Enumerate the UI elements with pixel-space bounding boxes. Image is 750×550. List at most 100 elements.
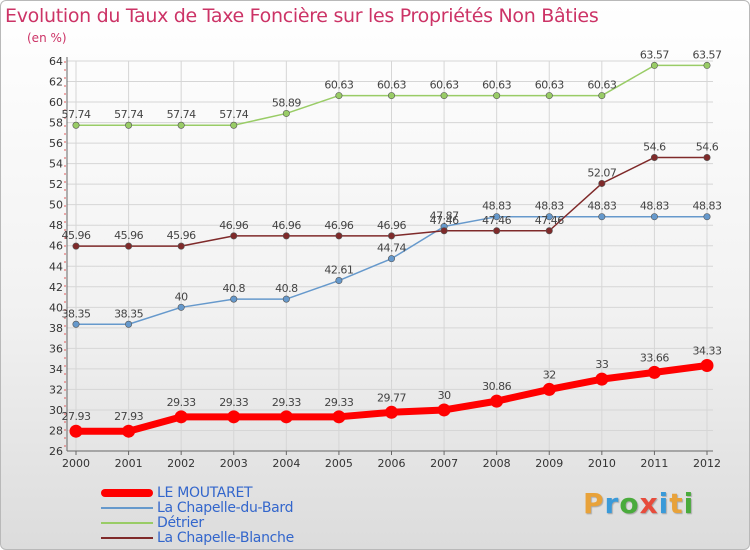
logo-letter: r xyxy=(604,487,620,520)
legend-swatch xyxy=(101,488,153,497)
data-label: 46.96 xyxy=(377,219,406,232)
legend-label: La Chapelle-du-Bard xyxy=(157,499,294,516)
data-point xyxy=(700,359,714,373)
data-point xyxy=(230,121,238,129)
data-label: 57.74 xyxy=(62,108,91,121)
x-tick-label: 2011 xyxy=(640,457,668,470)
legend-label: Détrier xyxy=(157,514,204,531)
logo-letter: i xyxy=(683,487,695,520)
data-point xyxy=(72,121,80,129)
y-tick-label: 58 xyxy=(49,117,63,130)
y-tick-label: 32 xyxy=(49,383,63,396)
chart-title: Evolution du Taux de Taxe Foncière sur l… xyxy=(5,5,599,27)
y-tick-label: 34 xyxy=(49,363,63,376)
data-point xyxy=(598,213,606,221)
data-point xyxy=(227,410,241,424)
data-point xyxy=(542,382,556,396)
data-point xyxy=(177,303,185,311)
data-label: 46.96 xyxy=(324,219,353,232)
data-point xyxy=(335,277,343,285)
data-label: 48.83 xyxy=(482,200,511,213)
y-tick-label: 42 xyxy=(49,281,63,294)
axes: 26 28 30 32 34 36 38 40 42 44 46 48 50 52 54 56 58 60 62 64… xyxy=(49,55,721,470)
data-point xyxy=(385,405,398,419)
data-label: 32 xyxy=(543,368,556,381)
data-point xyxy=(703,213,711,221)
logo-letter: x xyxy=(639,487,659,520)
y-tick-label: 26 xyxy=(49,445,63,458)
data-point xyxy=(598,179,606,187)
x-tick-label: 2002 xyxy=(167,457,195,470)
logo-letter: P xyxy=(583,487,605,520)
data-point xyxy=(230,232,238,240)
legend-label: LE MOUTARET xyxy=(157,484,253,501)
data-label: 40 xyxy=(175,290,188,303)
data-point xyxy=(282,232,290,240)
data-labels: 27.93 27.93 29.33 29.33 29.33 29.33 29.77 30 30.… xyxy=(62,48,723,423)
data-point xyxy=(545,227,553,235)
data-point xyxy=(440,92,448,100)
data-point xyxy=(72,242,80,250)
x-tick-label: 2000 xyxy=(62,457,90,470)
y-tick-label: 44 xyxy=(49,260,63,273)
y-tick-label: 48 xyxy=(49,219,63,232)
data-point xyxy=(703,61,711,69)
data-point xyxy=(335,232,343,240)
data-label: 52.07 xyxy=(587,166,616,179)
data-point xyxy=(598,92,606,100)
data-point xyxy=(490,394,504,408)
legend-item: Détrier xyxy=(101,514,294,531)
data-point xyxy=(125,242,133,250)
y-tick-label: 46 xyxy=(49,240,63,253)
x-tick-label: 2001 xyxy=(115,457,143,470)
y-tick-label: 50 xyxy=(49,199,63,212)
data-point xyxy=(703,153,711,161)
data-label: 29.33 xyxy=(324,396,353,409)
data-label: 29.33 xyxy=(219,396,248,409)
data-label: 46.96 xyxy=(219,219,248,232)
data-point xyxy=(125,320,133,328)
data-label: 57.74 xyxy=(167,108,196,121)
data-label: 60.63 xyxy=(324,79,353,92)
data-point xyxy=(545,213,553,221)
x-tick-label: 2004 xyxy=(272,457,300,470)
x-tick-label: 2010 xyxy=(588,457,616,470)
x-tick-label: 2006 xyxy=(378,457,406,470)
data-point xyxy=(122,424,136,438)
y-tick-label: 30 xyxy=(49,404,63,417)
legend-item: LE MOUTARET xyxy=(101,484,294,501)
data-point xyxy=(387,92,395,100)
data-label: 60.63 xyxy=(587,79,616,92)
data-label: 48.83 xyxy=(640,200,669,213)
data-label: 33.66 xyxy=(640,351,669,364)
data-point xyxy=(437,403,451,417)
legend: LE MOUTARET La Chapelle-du-Bard Détrier La … xyxy=(101,484,294,546)
data-label: 29.33 xyxy=(272,396,301,409)
x-tick-label: 2012 xyxy=(693,457,721,470)
data-label: 27.93 xyxy=(114,410,143,423)
data-label: 42.61 xyxy=(324,264,353,277)
data-label: 30 xyxy=(438,389,451,402)
y-tick-label: 62 xyxy=(49,76,63,89)
data-point xyxy=(177,242,185,250)
x-tick-label: 2008 xyxy=(483,457,511,470)
data-point xyxy=(230,295,238,303)
data-point xyxy=(69,424,83,438)
data-point xyxy=(174,410,188,424)
data-label: 29.33 xyxy=(167,396,196,409)
data-label: 33 xyxy=(595,358,608,371)
proxiti-logo: Proxiti xyxy=(583,487,694,520)
legend-swatch xyxy=(101,506,153,509)
y-tick-label: 64 xyxy=(49,55,63,68)
data-point xyxy=(279,410,293,424)
y-tick-label: 56 xyxy=(49,137,63,150)
data-point xyxy=(387,255,395,263)
y-unit-label: (en %) xyxy=(27,31,67,45)
legend-item: La Chapelle-du-Bard xyxy=(101,499,294,516)
data-point xyxy=(545,92,553,100)
data-label: 45.96 xyxy=(167,229,196,242)
data-label: 60.63 xyxy=(482,79,511,92)
legend-swatch xyxy=(101,536,153,539)
data-label: 63.57 xyxy=(640,48,669,61)
